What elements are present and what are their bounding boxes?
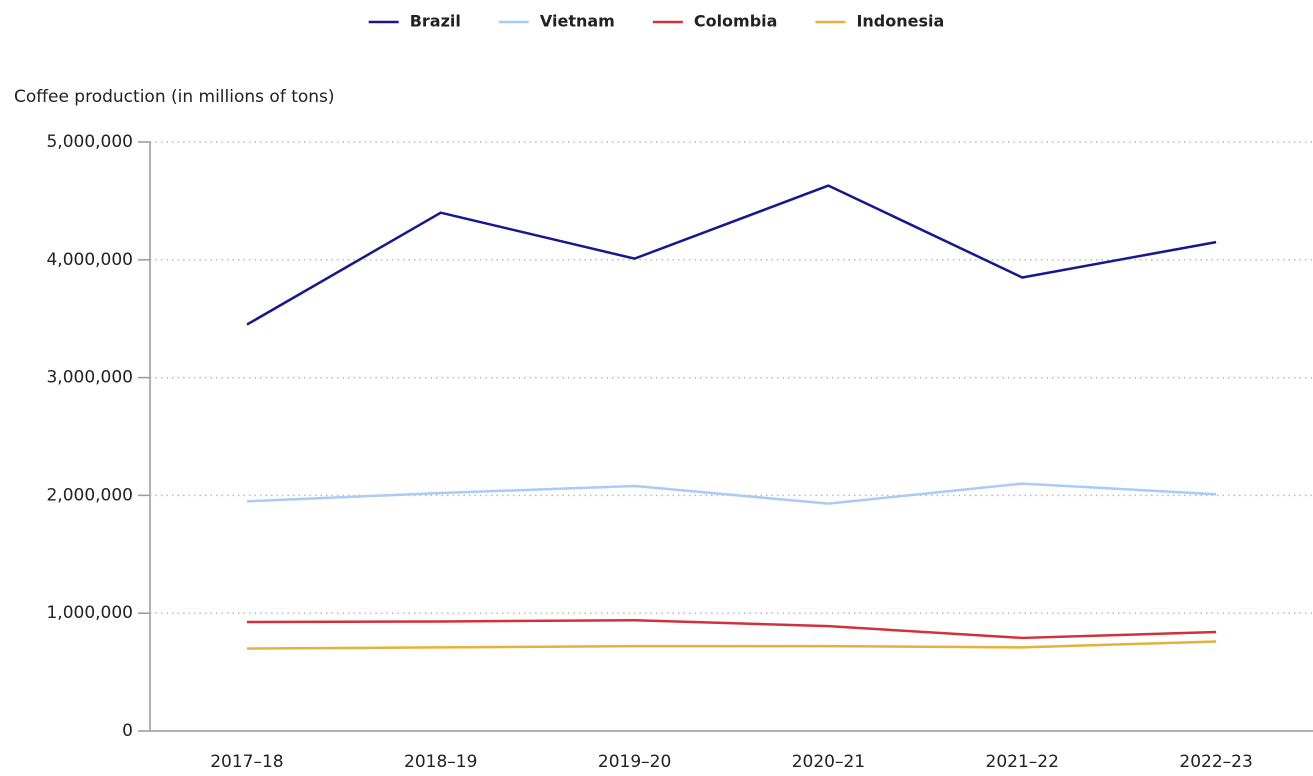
x-tick-label: 2018–19 [404,752,477,772]
series-line [246,619,1217,640]
y-tick-label: 5,000,000 [46,132,133,152]
x-tick-label: 2019–20 [598,752,671,772]
legend-label: Colombia [694,12,778,31]
x-tick-label: 2020–21 [792,752,865,772]
x-tick-label: 2021–22 [986,752,1059,772]
x-tick-label: 2022–23 [1179,752,1252,772]
legend-label: Indonesia [856,12,944,31]
x-tick-label: 2017–18 [210,752,283,772]
y-axis-title: Coffee production (in millions of tons) [14,87,335,107]
y-tick-label: 0 [122,721,133,741]
legend-label: Vietnam [540,12,615,31]
y-tick-label: 1,000,000 [46,603,133,623]
series-line [246,640,1217,650]
y-tick-label: 3,000,000 [46,368,133,388]
series-line [246,184,1217,326]
series-line [246,482,1217,505]
y-tick-label: 2,000,000 [46,485,133,505]
y-tick-label: 4,000,000 [46,250,133,270]
legend-label: Brazil [410,12,461,31]
